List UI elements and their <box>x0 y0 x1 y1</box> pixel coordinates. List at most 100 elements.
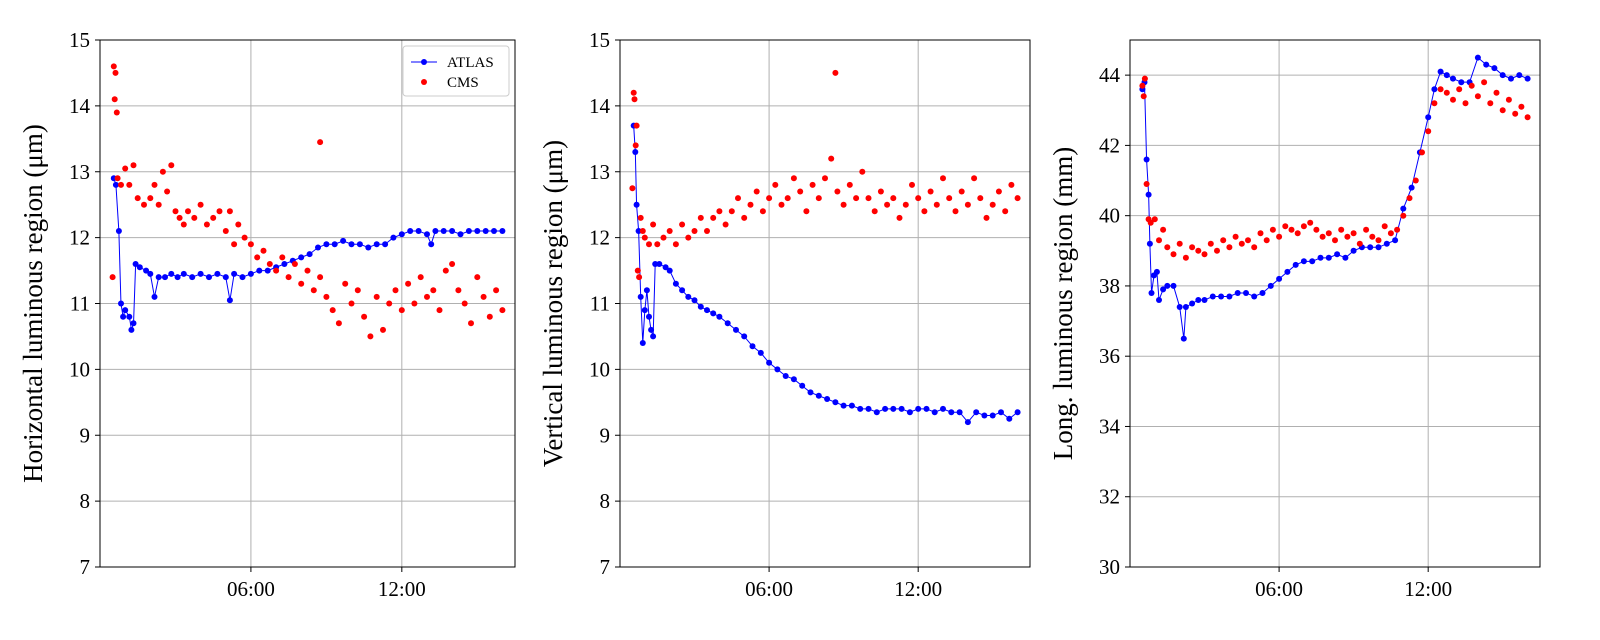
data-point-cms <box>1182 254 1189 261</box>
data-point-cms <box>291 261 298 267</box>
data-point-atlas <box>348 241 355 248</box>
data-point-cms <box>1499 107 1506 114</box>
data-point-cms <box>735 195 741 202</box>
data-point-cms <box>646 241 652 248</box>
data-point-atlas <box>766 359 773 366</box>
x-tick-label: 06:00 <box>227 577 275 601</box>
data-point-atlas <box>155 274 162 281</box>
data-point-cms <box>691 228 698 234</box>
data-point-atlas <box>1243 290 1249 296</box>
data-point-atlas <box>340 237 347 244</box>
data-point-cms <box>1400 212 1407 219</box>
data-point-atlas <box>1170 282 1177 289</box>
chart-panel-3: 30 32 34 36 38 40 42 44 06:00 12:00 Long. luminous… <box>1048 39 1541 601</box>
data-point-atlas <box>382 241 389 248</box>
data-point-atlas <box>882 405 889 412</box>
data-point-cms <box>430 287 437 294</box>
data-point-atlas <box>415 228 422 234</box>
data-point-atlas <box>1014 409 1021 416</box>
data-point-cms <box>632 142 639 149</box>
data-point-cms <box>1450 96 1456 103</box>
data-point-cms <box>310 287 317 294</box>
data-point-cms <box>946 195 953 202</box>
legend-item-cms: CMS <box>421 75 479 91</box>
data-point-atlas <box>474 228 481 234</box>
data-point-atlas <box>1234 290 1241 296</box>
data-point-cms <box>1338 226 1345 233</box>
data-point-atlas <box>1431 86 1438 93</box>
data-point-atlas <box>128 326 135 333</box>
data-point-atlas <box>206 274 212 281</box>
data-point-atlas <box>1516 72 1523 79</box>
data-point-cms <box>633 122 640 129</box>
data-point-atlas <box>112 181 119 188</box>
x-tick-label: 12:00 <box>378 577 426 601</box>
data-point-atlas <box>1276 275 1283 282</box>
data-point-cms <box>285 274 292 281</box>
data-point-cms <box>222 228 229 234</box>
data-point-cms <box>753 188 760 195</box>
data-point-cms <box>329 307 336 314</box>
data-point-atlas <box>298 254 305 261</box>
data-point-cms <box>747 201 754 208</box>
data-point-atlas <box>1146 240 1153 247</box>
data-point-cms <box>940 175 946 182</box>
data-point-atlas <box>710 310 717 317</box>
data-point-atlas <box>672 280 679 287</box>
data-point-cms <box>741 214 748 221</box>
data-point-atlas <box>281 261 288 267</box>
data-point-atlas <box>407 228 414 234</box>
data-point-cms <box>634 267 641 274</box>
plot-area <box>629 69 1021 426</box>
data-point-cms <box>1195 247 1202 254</box>
data-point-cms <box>348 300 355 307</box>
data-point-atlas <box>639 340 646 346</box>
data-point-atlas <box>1195 297 1202 303</box>
data-point-atlas <box>130 320 137 327</box>
data-point-cms <box>1505 96 1512 103</box>
data-point-atlas <box>315 244 321 251</box>
data-point-cms <box>317 274 324 281</box>
y-axis-label: Long. luminous region (mm) <box>1048 147 1078 460</box>
data-point-cms <box>964 201 971 208</box>
data-point-cms <box>273 267 280 274</box>
data-point-cms <box>1164 244 1171 251</box>
data-point-atlas <box>1292 261 1299 268</box>
data-point-cms <box>1307 219 1314 226</box>
data-point-cms <box>1288 226 1295 233</box>
data-point-atlas <box>331 241 338 248</box>
data-point-cms <box>449 261 456 267</box>
data-point-cms <box>164 188 171 195</box>
data-point-cms <box>660 234 667 241</box>
data-point-cms <box>1313 226 1320 233</box>
data-point-cms <box>1176 240 1183 247</box>
data-point-cms <box>1008 181 1015 188</box>
data-point-atlas <box>143 267 150 274</box>
data-point-cms <box>1350 230 1357 237</box>
data-point-atlas <box>1176 304 1183 310</box>
y-tick-label: 13 <box>589 160 610 184</box>
data-point-cms <box>493 287 500 294</box>
data-point-atlas <box>716 313 723 320</box>
data-point-cms <box>461 300 468 307</box>
data-point-atlas <box>115 228 122 234</box>
data-point-cms <box>1406 195 1413 202</box>
data-point-cms <box>411 300 418 307</box>
data-point-cms <box>983 214 990 221</box>
data-point-cms <box>641 234 648 241</box>
data-point-atlas <box>757 349 764 356</box>
data-point-cms <box>1151 216 1158 223</box>
data-point-cms <box>480 293 487 300</box>
data-point-cms <box>1300 223 1307 230</box>
data-point-cms <box>373 293 380 300</box>
data-point-atlas <box>197 270 204 277</box>
y-tick-label: 40 <box>1099 204 1120 228</box>
y-tick-label: 8 <box>600 489 611 513</box>
data-point-atlas <box>1443 72 1450 79</box>
data-point-cms <box>1156 237 1162 244</box>
data-point-cms <box>1143 181 1150 187</box>
data-point-cms <box>871 208 878 215</box>
data-point-atlas <box>1201 297 1208 303</box>
data-point-cms <box>260 247 267 254</box>
